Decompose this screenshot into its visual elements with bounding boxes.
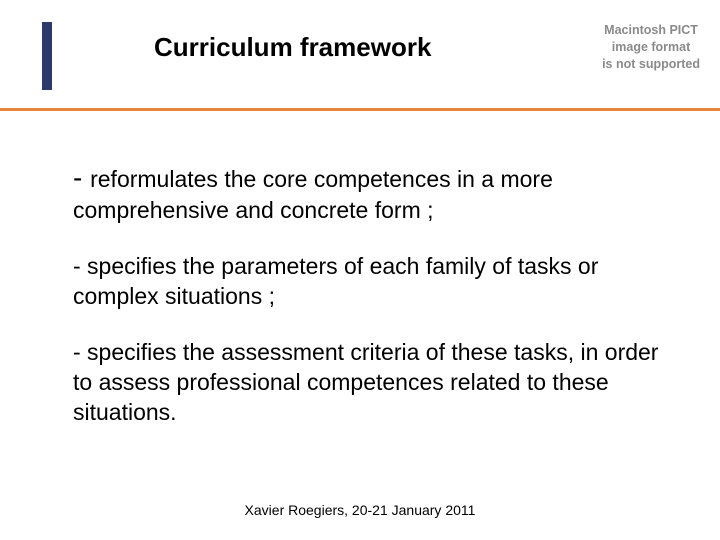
pict-notice: Macintosh PICT image format is not suppo… xyxy=(602,22,700,73)
bullet-item: - specifies the assessment criteria of t… xyxy=(73,338,680,428)
bullet-text: reformulates the core competences in a m… xyxy=(73,166,553,223)
header-vertical-bar xyxy=(42,22,52,90)
bullet-dash: - xyxy=(73,162,90,193)
pict-notice-line3: is not supported xyxy=(602,56,700,73)
header-area: Curriculum framework Macintosh PICT imag… xyxy=(0,0,720,108)
content-area: - reformulates the core competences in a… xyxy=(73,160,680,454)
bullet-item: - reformulates the core competences in a… xyxy=(73,160,680,226)
page-title: Curriculum framework xyxy=(154,32,431,63)
pict-notice-line2: image format xyxy=(602,39,700,56)
header-divider xyxy=(0,108,720,111)
bullet-item: - specifies the parameters of each famil… xyxy=(73,252,680,312)
pict-notice-line1: Macintosh PICT xyxy=(602,22,700,39)
footer-text: Xavier Roegiers, 20-21 January 2011 xyxy=(0,502,720,518)
slide: Curriculum framework Macintosh PICT imag… xyxy=(0,0,720,540)
